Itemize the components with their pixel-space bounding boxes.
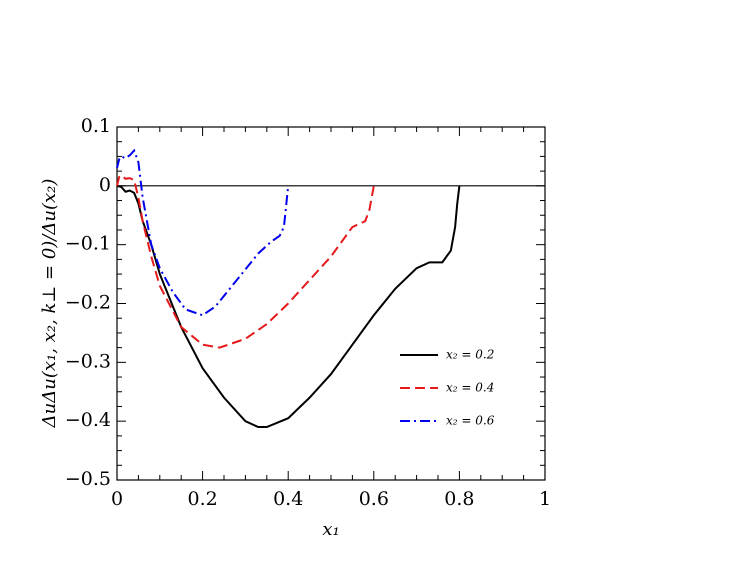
x-tick-label: 0.8 <box>444 488 474 510</box>
x-axis-label: x₁ <box>322 519 339 540</box>
y-tick-label: −0.1 <box>65 233 111 255</box>
y-axis-label: ΔuΔu(x₁, x₂, k⊥ = 0)/Δu(x₂) <box>39 179 60 429</box>
x-tick-label: 0.2 <box>187 488 217 510</box>
legend-label: x₂ = 0.6 <box>446 414 495 428</box>
x-tick-label: 0.4 <box>273 488 303 510</box>
y-tick-label: −0.2 <box>65 292 111 314</box>
x-tick-label: 0 <box>111 488 123 510</box>
legend-label: x₂ = 0.2 <box>446 348 494 362</box>
data-line <box>116 184 461 429</box>
legend-label: x₂ = 0.4 <box>446 381 494 395</box>
y-tick-label: −0.5 <box>65 468 111 490</box>
data-line <box>116 148 290 317</box>
y-tick-label: −0.4 <box>65 409 111 431</box>
x-tick-label: 1 <box>539 488 551 510</box>
y-tick-label: −0.3 <box>65 350 111 372</box>
x-tick-label: 0.6 <box>359 488 389 510</box>
y-tick-label: 0.1 <box>81 115 111 137</box>
data-line <box>116 173 375 349</box>
y-tick-label: 0 <box>99 174 111 196</box>
